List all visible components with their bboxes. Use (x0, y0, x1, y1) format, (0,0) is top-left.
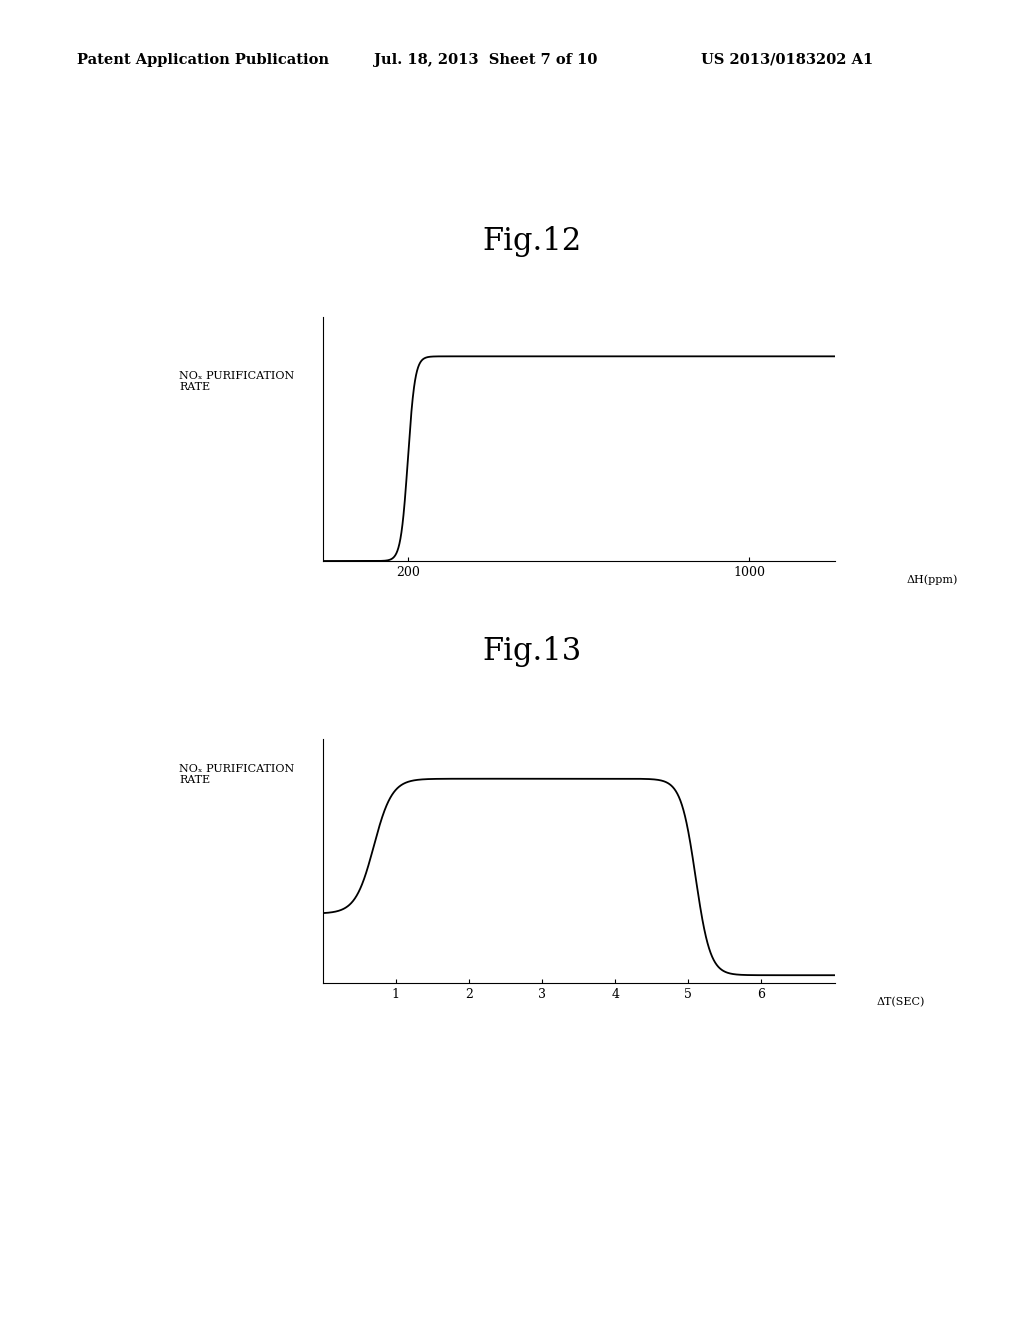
Text: NOₓ PURIFICATION
RATE: NOₓ PURIFICATION RATE (179, 371, 295, 392)
Text: Jul. 18, 2013  Sheet 7 of 10: Jul. 18, 2013 Sheet 7 of 10 (374, 53, 597, 67)
Text: NOₓ PURIFICATION
RATE: NOₓ PURIFICATION RATE (179, 763, 295, 785)
Text: Fig.12: Fig.12 (483, 227, 582, 257)
Text: Patent Application Publication: Patent Application Publication (77, 53, 329, 67)
Text: ΔH(ppm): ΔH(ppm) (907, 574, 958, 585)
Text: ΔT(SEC): ΔT(SEC) (877, 997, 925, 1007)
Text: Fig.13: Fig.13 (483, 636, 582, 667)
Text: US 2013/0183202 A1: US 2013/0183202 A1 (701, 53, 873, 67)
